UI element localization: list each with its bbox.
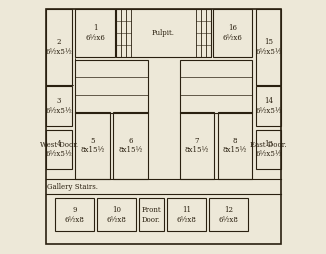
Text: 16
6½x6: 16 6½x6 [222,24,242,42]
Text: 12
6½x8: 12 6½x8 [218,206,238,224]
Bar [97,198,136,231]
Text: 15
6½x5½: 15 6½x5½ [255,38,282,56]
Bar [180,112,214,179]
Text: 11
6½x8: 11 6½x8 [177,206,197,224]
Text: 2
6½x5½: 2 6½x5½ [46,38,72,56]
Text: 14
6½x5½: 14 6½x5½ [255,97,282,115]
Text: 10
6½x8: 10 6½x8 [107,206,126,224]
Bar [75,9,115,57]
Text: West Door.: West Door. [40,141,78,149]
Bar [256,9,281,85]
Text: 9
6½x8: 9 6½x8 [65,206,85,224]
Text: Pulpit.: Pulpit. [152,29,175,37]
Text: East Door.: East Door. [250,141,287,149]
Text: 8
8x15½: 8 8x15½ [223,136,247,154]
Text: 6
8x15½: 6 8x15½ [118,136,143,154]
Bar [180,60,252,113]
Bar [209,198,248,231]
Bar [213,9,252,57]
Text: 7
8x15½: 7 8x15½ [185,136,209,154]
Bar [113,112,148,179]
Bar [75,60,148,113]
Bar [46,130,72,169]
Bar [75,112,110,179]
Bar [256,130,281,169]
Text: 5
8x15½: 5 8x15½ [80,136,105,154]
Bar [256,86,281,126]
Text: 13
6½x5½: 13 6½x5½ [255,140,282,158]
Bar [139,198,164,231]
Text: Front
Door.: Front Door. [142,206,161,224]
Bar [218,112,252,179]
Bar [167,198,206,231]
Text: Gallery Stairs.: Gallery Stairs. [47,183,98,191]
Text: 4
6½x5½: 4 6½x5½ [46,140,72,158]
Text: 1
6½x6: 1 6½x6 [85,24,105,42]
Bar [46,86,72,126]
Bar [46,9,72,85]
Bar [116,9,211,57]
Text: 3
6½x5½: 3 6½x5½ [46,97,72,115]
Bar [55,198,95,231]
